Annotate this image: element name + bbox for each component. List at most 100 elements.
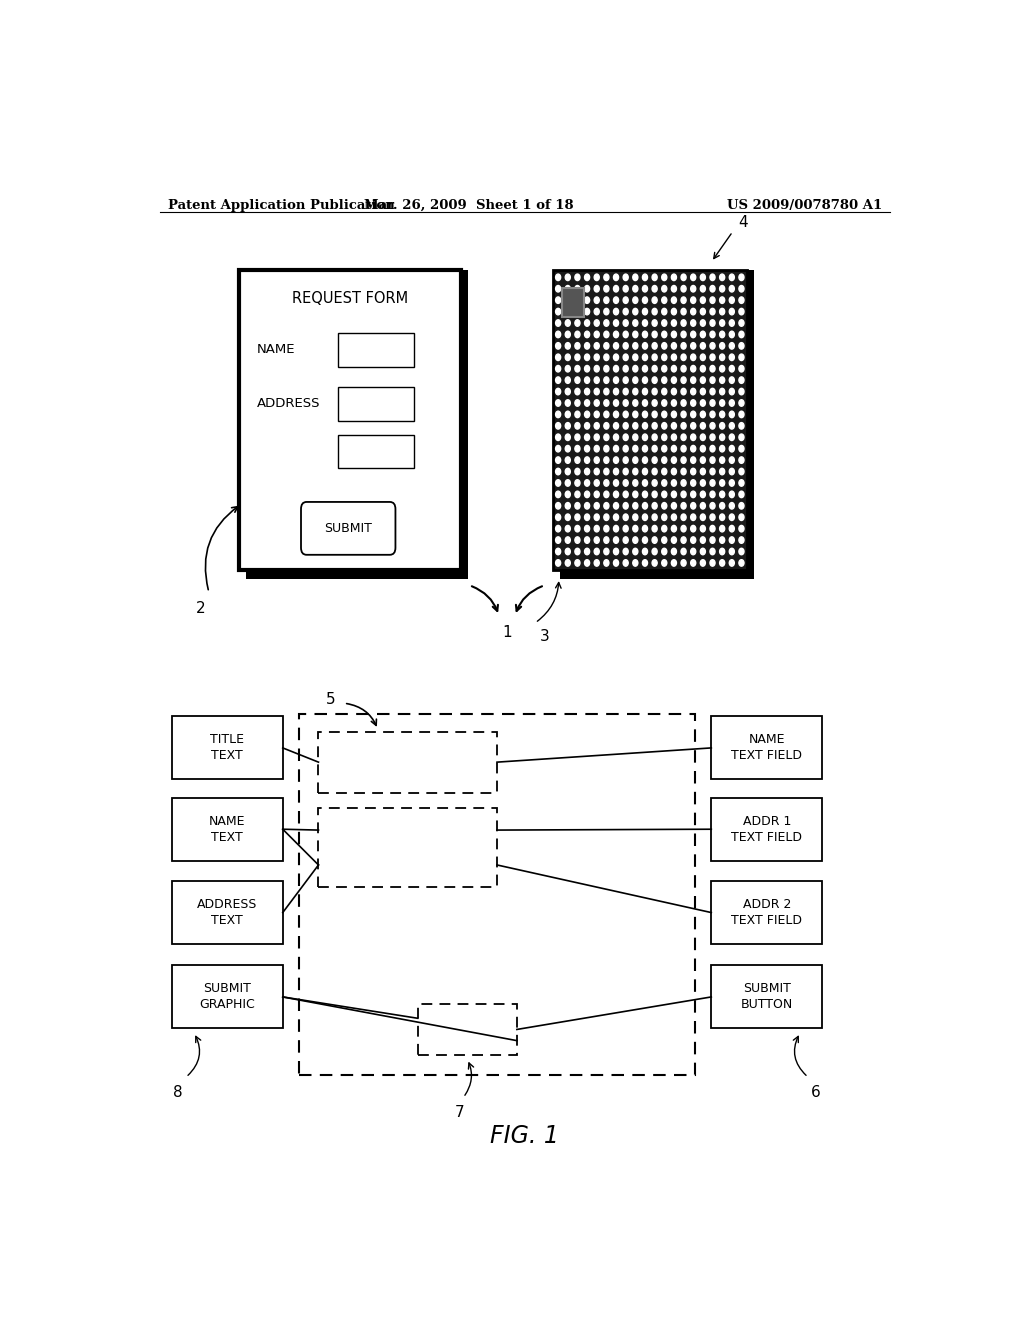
Circle shape [556,503,561,510]
Circle shape [594,422,599,429]
Circle shape [710,422,715,429]
Circle shape [729,285,734,292]
Circle shape [594,388,599,395]
Circle shape [642,503,647,510]
Circle shape [681,548,686,554]
Circle shape [642,525,647,532]
Circle shape [690,445,695,451]
FancyBboxPatch shape [338,387,414,421]
Circle shape [594,400,599,407]
Circle shape [662,469,667,475]
Circle shape [565,503,570,510]
Circle shape [594,309,599,315]
Circle shape [604,525,609,532]
Circle shape [613,479,618,486]
Circle shape [574,537,580,544]
Circle shape [720,400,725,407]
Circle shape [556,343,561,348]
Circle shape [700,354,706,360]
Circle shape [690,411,695,417]
Circle shape [662,319,667,326]
Circle shape [729,388,734,395]
Circle shape [594,560,599,566]
Circle shape [662,275,667,281]
Circle shape [624,422,628,429]
Circle shape [700,537,706,544]
Circle shape [604,275,609,281]
Circle shape [585,411,590,417]
Circle shape [585,400,590,407]
Circle shape [690,548,695,554]
Circle shape [604,560,609,566]
Circle shape [604,513,609,520]
Circle shape [574,548,580,554]
Circle shape [556,400,561,407]
Circle shape [585,560,590,566]
Circle shape [681,422,686,429]
Circle shape [672,560,677,566]
Circle shape [690,331,695,338]
Circle shape [613,445,618,451]
Text: ADDRESS: ADDRESS [257,397,321,411]
Circle shape [594,434,599,441]
Text: ADDRESS
TEXT: ADDRESS TEXT [197,898,257,927]
Circle shape [652,422,657,429]
Circle shape [565,285,570,292]
Circle shape [710,491,715,498]
Circle shape [700,503,706,510]
Circle shape [613,331,618,338]
Circle shape [565,469,570,475]
Circle shape [613,457,618,463]
Circle shape [672,445,677,451]
Circle shape [700,479,706,486]
Circle shape [565,479,570,486]
Circle shape [574,366,580,372]
Circle shape [565,513,570,520]
Text: 6: 6 [811,1085,821,1100]
Circle shape [574,479,580,486]
Circle shape [556,469,561,475]
Circle shape [642,275,647,281]
Circle shape [613,366,618,372]
Circle shape [556,366,561,372]
Circle shape [710,537,715,544]
Circle shape [642,297,647,304]
Circle shape [672,537,677,544]
FancyBboxPatch shape [338,333,414,367]
Circle shape [672,331,677,338]
Circle shape [613,560,618,566]
Circle shape [594,354,599,360]
Circle shape [739,378,744,383]
Circle shape [574,434,580,441]
Circle shape [662,513,667,520]
Circle shape [585,445,590,451]
Circle shape [594,319,599,326]
Circle shape [681,319,686,326]
Circle shape [613,469,618,475]
Circle shape [642,445,647,451]
Circle shape [681,354,686,360]
Circle shape [633,503,638,510]
Circle shape [633,434,638,441]
Circle shape [604,366,609,372]
Text: SUBMIT
BUTTON: SUBMIT BUTTON [740,982,793,1011]
Circle shape [633,400,638,407]
Circle shape [556,309,561,315]
Circle shape [739,422,744,429]
Circle shape [604,388,609,395]
Polygon shape [246,271,468,579]
Circle shape [720,457,725,463]
Circle shape [690,319,695,326]
Circle shape [672,275,677,281]
Circle shape [710,343,715,348]
Circle shape [662,479,667,486]
Circle shape [556,513,561,520]
Circle shape [604,285,609,292]
Circle shape [556,457,561,463]
Circle shape [624,354,628,360]
Circle shape [604,411,609,417]
Circle shape [720,560,725,566]
Circle shape [624,366,628,372]
Circle shape [739,479,744,486]
Circle shape [565,366,570,372]
